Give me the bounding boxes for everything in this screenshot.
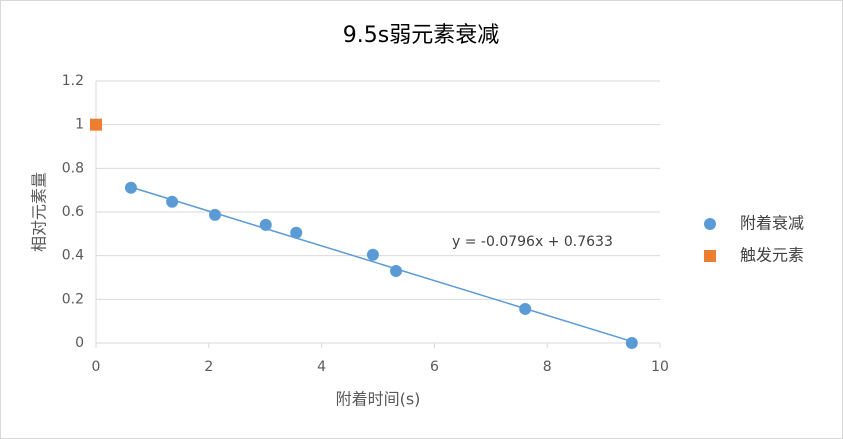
y-tick-label: 0.2: [62, 291, 84, 307]
point: [625, 337, 638, 349]
legend-label: 触发元素: [740, 246, 804, 265]
y-tick-label: 0.8: [62, 160, 84, 176]
point: [209, 208, 222, 221]
point: [166, 195, 179, 208]
x-tick-label: 6: [430, 359, 439, 375]
y-tick-label: 1: [75, 117, 84, 133]
legend-marker: [704, 218, 716, 230]
y-tick-label: 1.2: [62, 73, 84, 89]
x-tick-label: 10: [651, 359, 669, 375]
x-axis-label: 附着时间(s): [336, 390, 421, 409]
y-tick-label: 0.6: [62, 204, 84, 220]
point: [519, 302, 532, 315]
point: [366, 248, 379, 261]
point: [90, 118, 102, 131]
x-tick-label: 2: [204, 359, 213, 375]
y-tick-label: 0: [75, 335, 84, 351]
y-tick-label: 0.4: [62, 248, 84, 264]
x-tick-label: 8: [543, 359, 552, 375]
x-tick-label: 0: [92, 359, 101, 375]
point: [290, 226, 303, 239]
chart-title: 9.5s弱元素衰减: [343, 23, 499, 48]
legend-label: 附着衰减: [740, 214, 804, 233]
y-axis-label: 相对元素量: [30, 172, 49, 252]
x-tick-label: 4: [317, 359, 326, 375]
point: [124, 181, 137, 194]
legend-marker: [704, 250, 716, 262]
trendline-label: y = -0.0796x + 0.7633: [452, 234, 613, 250]
point: [390, 264, 403, 277]
point: [259, 218, 272, 231]
